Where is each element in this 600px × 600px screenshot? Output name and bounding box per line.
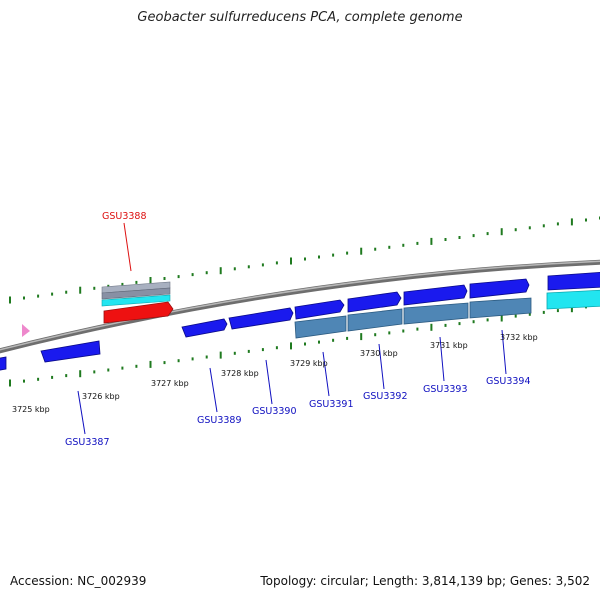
gene-arrow-gsu3390[interactable] [228, 307, 294, 330]
leader-gsu3390 [265, 359, 273, 405]
gene-labels: GSU3388 GSU3387 GSU3389 GSU3390 GSU3391 … [65, 211, 531, 448]
tick-labels: 3725 kbp 3726 kbp 3727 kbp 3728 kbp 3729… [12, 333, 538, 414]
tick-label: 3725 kbp [12, 405, 50, 414]
gene-arrow-right-edge[interactable] [547, 271, 600, 291]
leader-gsu3394 [501, 329, 507, 375]
gene-arrow-gsu3387[interactable] [40, 340, 101, 363]
reverse-strand-genes [0, 340, 101, 371]
gene-arrow-gsu3389[interactable] [181, 318, 228, 338]
outer-tick-track [9, 216, 600, 304]
map-title: Geobacter sulfurreducens PCA, complete g… [137, 10, 463, 25]
leader-gsu3393 [439, 336, 445, 382]
gene-label-gsu3391[interactable]: GSU3391 [309, 399, 354, 410]
gene-label-gsu3393[interactable]: GSU3393 [423, 384, 468, 395]
gsu3388-red-arrow[interactable] [103, 301, 174, 324]
tick-label: 3728 kbp [221, 369, 259, 378]
genome-backbone [0, 259, 600, 354]
tick-label: 3727 kbp [151, 379, 189, 388]
gsu3388-features [101, 281, 174, 324]
leader-gsu3392 [378, 343, 385, 390]
tick-label: 3729 kbp [290, 359, 328, 368]
steel-feature-1[interactable] [294, 315, 347, 339]
leader-gsu3391 [322, 351, 330, 397]
steel-feature-3[interactable] [403, 302, 469, 325]
genome-summary-label: Topology: circular; Length: 3,814,139 bp… [260, 574, 590, 588]
tick-label: 3732 kbp [500, 333, 538, 342]
inner-tick-track [9, 303, 600, 387]
genome-backbone-highlight [0, 260, 600, 351]
leader-gsu3389 [209, 367, 218, 413]
cyan-feature[interactable] [546, 289, 600, 310]
gene-arrow-gsu3394[interactable] [469, 278, 530, 299]
gene-arrow-gsu3393[interactable] [403, 284, 468, 306]
steel-feature-2[interactable] [347, 308, 403, 332]
gene-label-gsu3394[interactable]: GSU3394 [486, 376, 531, 387]
accession-label: Accession: NC_002939 [10, 574, 147, 588]
label-leaders [77, 222, 507, 435]
leader-gsu3388 [123, 222, 132, 272]
gene-label-gsu3390[interactable]: GSU3390 [252, 406, 297, 417]
gene-arrow-left-edge[interactable] [0, 356, 7, 371]
steelblue-feature-lane [294, 289, 600, 339]
gene-label-gsu3389[interactable]: GSU3389 [197, 415, 242, 426]
leader-gsu3387 [77, 390, 86, 435]
gene-label-gsu3392[interactable]: GSU3392 [363, 391, 408, 402]
origin-marker [22, 324, 30, 337]
forward-strand-genes [181, 271, 600, 338]
gene-label-gsu3387[interactable]: GSU3387 [65, 437, 110, 448]
gene-arrow-gsu3392[interactable] [347, 291, 402, 313]
gsu3388-cyan-bar[interactable] [101, 294, 171, 307]
gene-arrow-gsu3391[interactable] [294, 299, 345, 320]
tick-label: 3731 kbp [430, 341, 468, 350]
tick-label: 3726 kbp [82, 392, 120, 401]
steel-feature-4[interactable] [469, 297, 532, 319]
gsu3388-gray-bar-2[interactable] [101, 287, 171, 300]
tick-label: 3730 kbp [360, 349, 398, 358]
gene-label-gsu3388[interactable]: GSU3388 [102, 211, 147, 222]
